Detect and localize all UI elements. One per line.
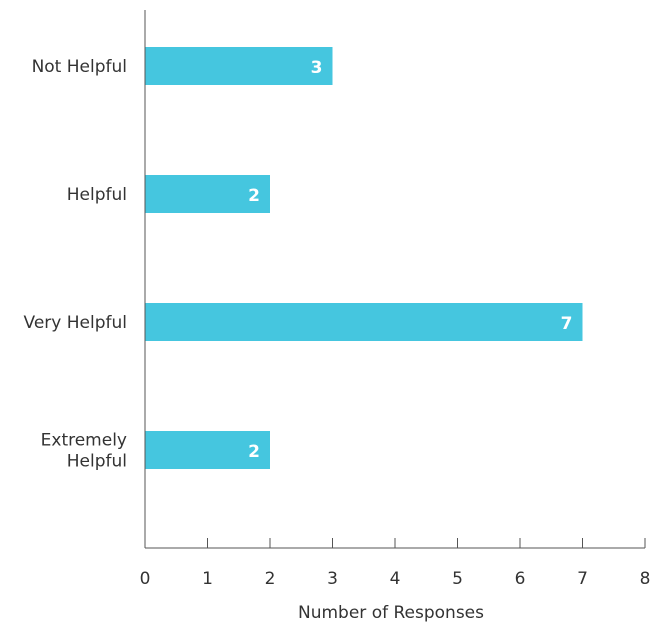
x-tick-label-6: 6	[515, 569, 526, 589]
data-label-3: 7	[561, 314, 573, 334]
x-tick-labels-group: 0 1 2 3 4 5 6 7 8	[140, 569, 651, 589]
category-label-4-line-1: Extremely	[41, 431, 127, 451]
data-labels-group: 3 2 7 2	[248, 58, 572, 462]
category-label-1: Not Helpful	[32, 57, 127, 77]
x-tick-label-4: 4	[390, 569, 401, 589]
x-axis-title: Number of Responses	[298, 603, 484, 623]
category-label-3: Very Helpful	[24, 313, 127, 333]
x-tick-label-7: 7	[577, 569, 588, 589]
category-label-2: Helpful	[67, 185, 127, 205]
bars-group	[145, 47, 583, 469]
x-tick-label-0: 0	[140, 569, 151, 589]
bar-2	[145, 175, 270, 213]
x-ticks-group	[144, 538, 646, 548]
bar-4	[145, 431, 270, 469]
category-label-4-line-2: Helpful	[67, 452, 127, 472]
data-label-1: 3	[311, 58, 323, 78]
x-tick-label-5: 5	[452, 569, 463, 589]
x-tick-label-3: 3	[327, 569, 338, 589]
data-label-4: 2	[248, 442, 260, 462]
bar-3	[145, 303, 583, 341]
x-tick-label-8: 8	[640, 569, 651, 589]
data-label-2: 2	[248, 186, 260, 206]
bar-1	[145, 47, 333, 85]
x-tick-label-1: 1	[202, 569, 213, 589]
x-tick-label-2: 2	[265, 569, 276, 589]
